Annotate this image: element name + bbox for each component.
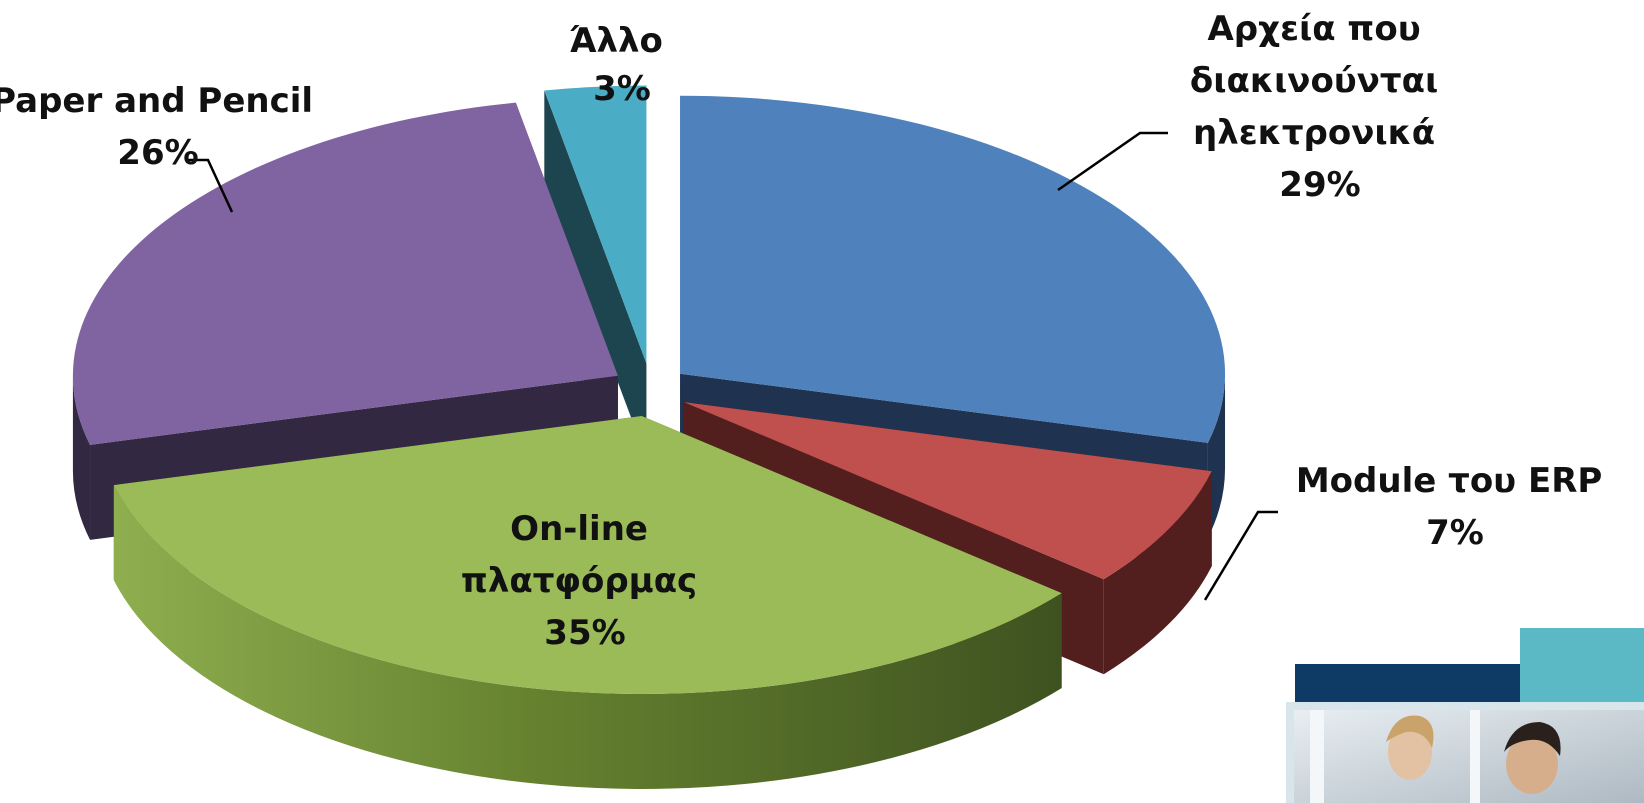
slice-top-files — [680, 95, 1226, 443]
pie-slices — [72, 85, 1226, 789]
leader-line-erp — [1203, 510, 1278, 601]
photo — [1294, 710, 1644, 803]
label-erp: Module του ERP 7% — [1296, 461, 1614, 553]
slice-side-paper-0 — [72, 375, 91, 540]
leader-line-paper — [188, 158, 234, 213]
slice-side-files-0 — [1207, 373, 1226, 538]
slice-side-online-0 — [113, 485, 1062, 789]
leader-lines — [188, 131, 1278, 601]
slice-wall-other-0 — [544, 90, 647, 459]
label-files: Αρχεία που διακινούνται ηλεκτρονικά 29% — [1190, 9, 1450, 205]
leader-line-files — [1057, 131, 1168, 192]
slice-top-other — [544, 85, 647, 364]
label-paper: Paper and Pencil 26% — [0, 81, 325, 173]
slice-other — [544, 85, 647, 459]
slice-top-erp — [683, 402, 1212, 580]
slice-labels: Αρχεία που διακινούνται ηλεκτρονικά 29% … — [0, 9, 1614, 653]
slice-top-online — [113, 415, 1062, 694]
label-online: On-line πλατφόρμας 35% — [461, 509, 709, 653]
slice-top-paper — [72, 102, 618, 445]
decorative-square — [1520, 628, 1644, 708]
label-other: Άλλο 3% — [569, 21, 674, 109]
person-man — [1506, 734, 1558, 794]
person-woman — [1388, 724, 1432, 780]
decorative-bar — [1295, 664, 1520, 702]
decorative-photo — [1286, 628, 1644, 803]
slice-side-erp-0 — [1103, 471, 1212, 675]
slice-online — [113, 415, 1062, 789]
